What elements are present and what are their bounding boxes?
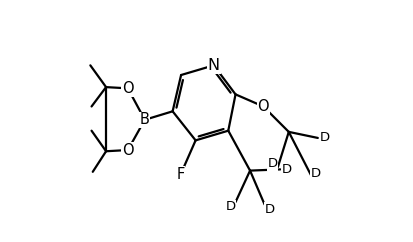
Text: B: B <box>140 112 150 127</box>
Text: D: D <box>225 200 236 213</box>
Text: O: O <box>122 81 134 96</box>
Text: F: F <box>176 167 185 182</box>
Text: D: D <box>320 131 330 144</box>
Text: O: O <box>258 99 269 114</box>
Text: D: D <box>282 163 292 176</box>
Text: O: O <box>122 143 134 158</box>
Text: D: D <box>310 167 320 180</box>
Text: D: D <box>268 157 278 170</box>
Text: D: D <box>264 203 275 216</box>
Text: N: N <box>208 58 220 73</box>
